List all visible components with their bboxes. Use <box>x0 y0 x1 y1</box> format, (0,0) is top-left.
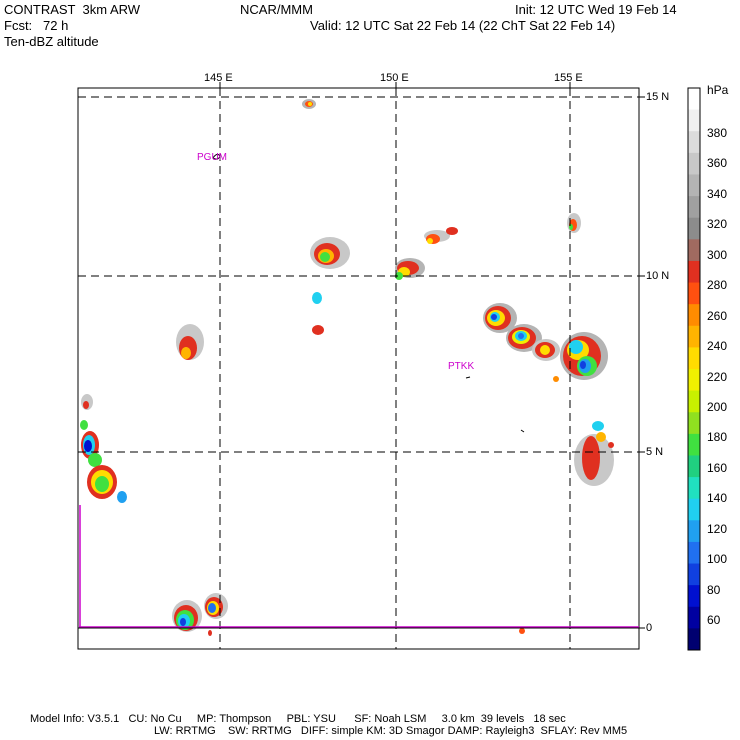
echo-cell <box>312 325 324 335</box>
colorbar-swatch <box>688 174 700 197</box>
lon-label-150: 150 E <box>380 72 409 84</box>
colorbar-level-label: 80 <box>707 582 721 597</box>
station-label-pgum: PGUM <box>197 152 227 163</box>
colorbar-level-label: 200 <box>707 399 728 414</box>
colorbar-level-label: 260 <box>707 308 728 323</box>
product-title: CONTRAST 3km ARW <box>4 2 141 17</box>
valid-time: Valid: 12 UTC Sat 22 Feb 14 (22 ChT Sat … <box>310 18 616 33</box>
chuuk-coast <box>465 376 471 379</box>
colorbar-level-label: 140 <box>707 491 728 506</box>
lat-label-15n: 15 N <box>646 91 670 103</box>
colorbar-level-label: 120 <box>707 521 728 536</box>
lon-label-145: 145 E <box>204 72 233 84</box>
colorbar-level-label: 240 <box>707 339 728 354</box>
lon-label-155: 155 E <box>554 72 583 84</box>
colorbar-swatch <box>688 304 700 327</box>
colorbar-level-label: 220 <box>707 369 728 384</box>
colorbar-swatch <box>688 477 700 500</box>
init-time: Init: 12 UTC Wed 19 Feb 14 <box>515 2 677 17</box>
colorbar-swatch <box>688 260 700 284</box>
colorbar-swatch <box>688 390 700 413</box>
colorbar-swatch <box>688 606 700 629</box>
map-frame <box>77 87 640 650</box>
colorbar-swatch <box>688 369 700 392</box>
colorbar-level-label: 380 <box>707 126 728 140</box>
lat-label-10n: 10 N <box>646 270 670 282</box>
colorbar-level-label: 320 <box>707 217 728 232</box>
colorbar-level-label: 100 <box>707 552 728 567</box>
colorbar-level-label: 360 <box>707 156 728 171</box>
colorbar-swatch <box>688 152 700 175</box>
colorbar-swatch <box>688 628 700 651</box>
model-info-line2: LW: RRTMG SW: RRTMG DIFF: simple KM: 3D … <box>154 725 628 737</box>
colorbar-swatch <box>688 239 700 262</box>
colorbar-swatch <box>688 498 700 521</box>
colorbar-swatch <box>688 412 700 435</box>
colorbar-swatch <box>688 347 700 370</box>
colorbar-swatch <box>688 131 700 154</box>
boundary-line <box>79 505 639 628</box>
colorbar-frame <box>687 87 701 651</box>
colorbar-level-label: 180 <box>707 430 728 445</box>
colorbar-level-label: 280 <box>707 278 728 293</box>
institution-label: NCAR/MMM <box>240 2 313 17</box>
lat-ticks <box>639 96 645 629</box>
colorbar-level-label: 160 <box>707 460 728 475</box>
colorbar-swatch <box>688 455 700 478</box>
lat-label-5n: 5 N <box>646 446 664 458</box>
colorbar-swatch <box>688 563 700 586</box>
lon-ticks <box>219 82 571 88</box>
forecast-hour: Fcst: 72 h <box>4 18 69 33</box>
colorbar-swatch <box>688 88 700 111</box>
colorbar-swatch <box>688 585 700 608</box>
colorbar-swatch <box>688 217 700 240</box>
colorbar-level-label: 300 <box>707 247 728 262</box>
model-info-line1: Model Info: V3.5.1 CU: No Cu MP: Thompso… <box>30 713 566 725</box>
station-label-ptkk: PTKK <box>448 361 475 372</box>
colorbar-swatch <box>688 196 700 219</box>
colorbar-swatch <box>688 433 700 456</box>
colorbar <box>687 87 701 651</box>
lat-label-0: 0 <box>646 622 653 634</box>
colorbar-swatch <box>688 520 700 543</box>
guam-coast <box>212 153 221 160</box>
radar-echoes <box>80 99 614 636</box>
field-name: Ten-dBZ altitude <box>4 34 99 49</box>
colorbar-swatch <box>688 109 700 132</box>
colorbar-swatch <box>688 282 700 305</box>
colorbar-swatch <box>688 541 700 565</box>
lat-lon-grid <box>78 88 639 649</box>
colorbar-unit: hPa <box>707 83 729 97</box>
colorbar-level-label: 60 <box>707 613 721 627</box>
colorbar-level-label: 340 <box>707 186 728 201</box>
colorbar-swatch <box>688 325 700 348</box>
echo-cell <box>312 292 322 304</box>
